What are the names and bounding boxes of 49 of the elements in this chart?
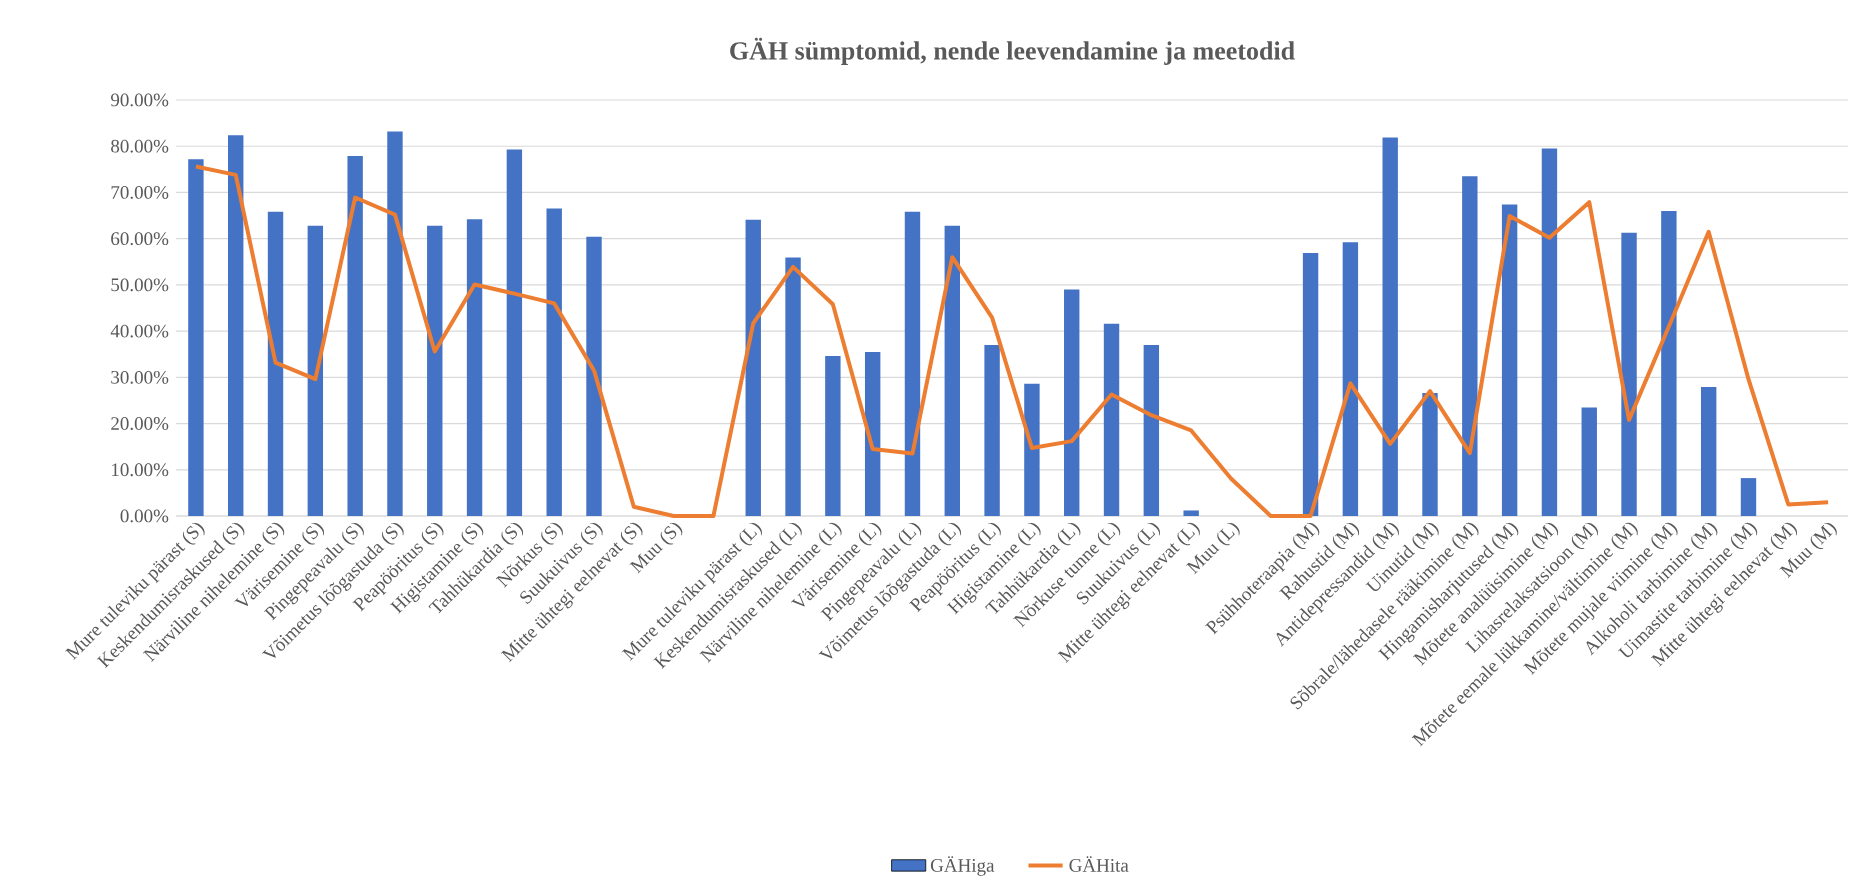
bar (228, 135, 244, 516)
bar (1661, 210, 1677, 516)
bar (466, 219, 483, 516)
y-tick-label: 90.00% (110, 93, 169, 107)
y-tick-label: 50.00% (111, 278, 169, 292)
y-tick-label: 0.00% (120, 509, 169, 523)
bar (1024, 383, 1040, 516)
y-tick-label: 10.00% (112, 463, 169, 477)
bar (1501, 204, 1518, 516)
bar (347, 155, 363, 516)
chart-title: GÄH sümptomid, nende leevendamine ja meetodid (730, 37, 1295, 65)
bar (1621, 232, 1637, 516)
bar (745, 219, 761, 516)
y-tick-label: 70.00% (111, 185, 169, 199)
bar (1740, 478, 1757, 516)
bar (427, 225, 443, 516)
line-series (193, 164, 1831, 518)
bar (944, 225, 960, 516)
bar (586, 236, 602, 516)
bar (825, 356, 841, 516)
bar (904, 211, 921, 516)
legend-label: GÄHita (1069, 856, 1129, 872)
y-tick-label: 60.00% (111, 232, 169, 246)
bar (1382, 137, 1398, 516)
bar (1183, 510, 1199, 516)
bar (1462, 176, 1478, 516)
bar (1422, 393, 1438, 516)
bar (546, 208, 562, 516)
bar (785, 257, 801, 516)
bar (1143, 344, 1160, 516)
bar (1700, 387, 1717, 516)
bar (188, 159, 204, 516)
bar (1342, 242, 1359, 516)
bar (1541, 148, 1558, 516)
bar (506, 149, 523, 516)
y-tick-label: 40.00% (110, 324, 169, 338)
bar (864, 351, 881, 516)
y-tick-label: 30.00% (111, 370, 169, 384)
legend-label: GÄHiga (930, 856, 995, 876)
bar (307, 225, 324, 516)
bar (1581, 407, 1597, 516)
y-tick-label: 20.00% (111, 417, 169, 431)
bar (1064, 289, 1080, 516)
bar (387, 131, 403, 516)
bar (267, 211, 284, 516)
bar (984, 344, 1000, 516)
bar (1302, 253, 1319, 516)
y-tick-label: 80.00% (111, 139, 169, 153)
bar (1103, 323, 1120, 516)
